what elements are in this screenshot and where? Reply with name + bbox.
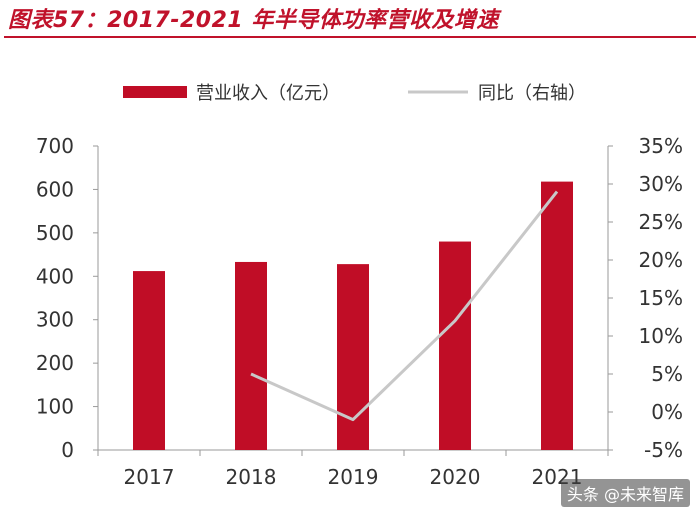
legend: 营业收入（亿元） 同比（右轴） <box>123 83 586 104</box>
bar <box>541 181 573 450</box>
legend-swatch-revenue <box>123 86 187 98</box>
left-tick-label: 100 <box>36 395 74 419</box>
bar <box>439 241 471 450</box>
left-tick-label: 400 <box>36 264 74 288</box>
left-tick-label: 600 <box>36 177 74 201</box>
x-tick-label: 2020 <box>430 465 481 489</box>
left-tick-label: 200 <box>36 351 74 375</box>
legend-label-yoy: 同比（右轴） <box>478 83 586 104</box>
left-tick-label: 300 <box>36 308 74 332</box>
left-tick-label: 0 <box>61 438 74 462</box>
right-tick-label: 0% <box>651 400 683 424</box>
yoy-line <box>250 190 559 422</box>
bar <box>337 264 369 450</box>
right-tick-label: 20% <box>639 248 683 272</box>
right-tick-labels: -5% 0% 5% 10% 15% 20% 25% 30% 35% <box>639 134 683 462</box>
bars <box>133 181 573 450</box>
x-tick-label: 2018 <box>226 465 277 489</box>
right-tick-label: 10% <box>639 324 683 348</box>
chart-title: 图表57：2017-2021 年半导体功率营收及增速 <box>8 8 499 33</box>
watermark: 头条 @未来智库 <box>560 479 690 507</box>
right-tick-label: 15% <box>639 286 683 310</box>
bar <box>133 271 165 450</box>
yoy-line-group <box>250 190 559 422</box>
right-tick-label: 5% <box>651 362 683 386</box>
x-tick-labels: 2017 2018 2019 2020 2021 <box>124 465 583 489</box>
right-tick-label: 25% <box>639 210 683 234</box>
left-tick-label: 500 <box>36 221 74 245</box>
right-tick-label: 35% <box>639 134 683 158</box>
x-tick-label: 2019 <box>328 465 379 489</box>
left-tick-labels: 0 100 200 300 400 500 600 700 <box>36 134 74 462</box>
bar <box>235 261 267 450</box>
legend-label-revenue: 营业收入（亿元） <box>196 83 340 104</box>
title-rule <box>4 36 696 38</box>
right-tick-label: 30% <box>639 172 683 196</box>
right-tick-label: -5% <box>644 438 683 462</box>
x-tick-label: 2017 <box>124 465 175 489</box>
left-tick-label: 700 <box>36 134 74 158</box>
